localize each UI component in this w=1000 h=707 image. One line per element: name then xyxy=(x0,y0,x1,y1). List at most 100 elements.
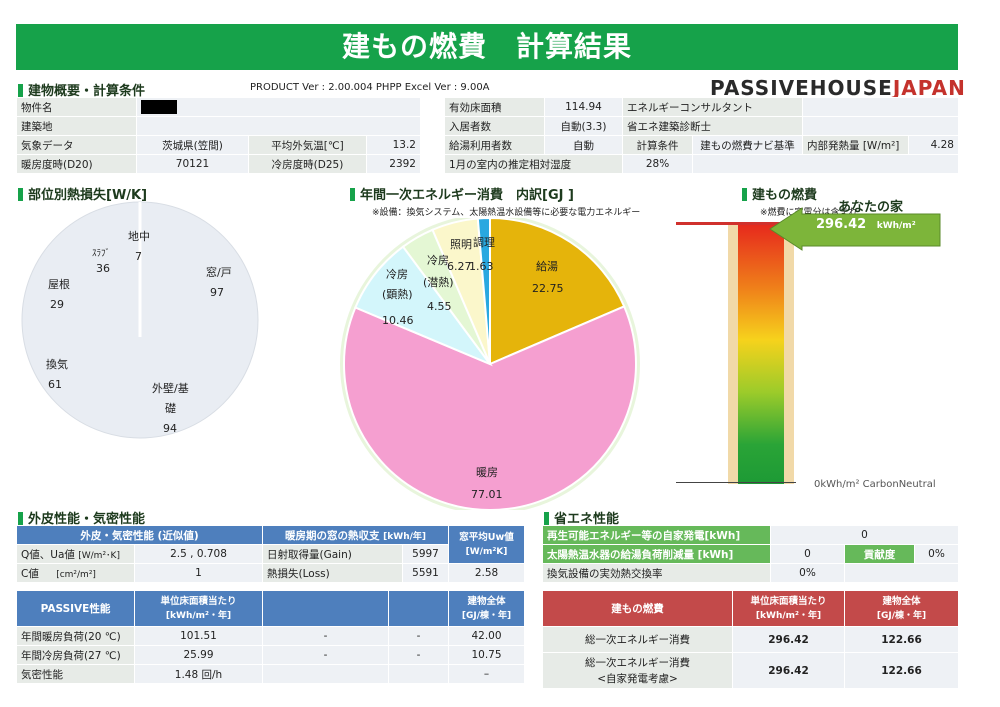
heat-loss-label-roof: 屋根 xyxy=(48,277,70,291)
fuel-gauge-bar xyxy=(738,222,784,484)
fuel-unit: kWh/m² xyxy=(876,221,916,231)
envelope-section-header: 外皮性能・気密性能 xyxy=(18,508,145,527)
passive-row-v1: 101.51 xyxy=(134,626,263,646)
building-info-right-table: 有効床面積 114.94 エネルギーコンサルタント 入居者数 自動(3.3) 省… xyxy=(444,97,959,174)
heat-loss-label-slab: ｽﾗﾌﾞ xyxy=(92,248,110,259)
humidity-filler xyxy=(692,154,959,174)
passive-row-label: 年間冷房負荷(27 ℃) xyxy=(16,645,135,665)
loss-value: 5591 xyxy=(402,563,450,583)
table-row: 総一次エネルギー消費 296.42 122.66 xyxy=(542,626,959,653)
heat-loss-label-wall-a: 外壁/基 xyxy=(152,381,189,395)
pv-value: 0 xyxy=(769,525,960,545)
gain-value: 5997 xyxy=(402,544,450,564)
passive-header: PASSIVE性能 xyxy=(16,590,135,627)
passive-row-v2: - xyxy=(262,626,389,646)
site-label: 建築地 xyxy=(16,116,137,136)
building-section-header: 建物概要・計算条件 xyxy=(18,80,145,99)
table-row: 気密性能 1.48 回/h – xyxy=(16,664,525,684)
passive-row-v3 xyxy=(388,664,449,684)
consultant-value xyxy=(802,97,959,117)
passive-col4-unit: [GJ/棟・年] xyxy=(461,610,512,621)
humidity-value: 28% xyxy=(622,154,693,174)
section-marker xyxy=(18,84,23,97)
passive-col4-header: 建物全体 [GJ/棟・年] xyxy=(448,590,525,627)
heat-loss-label-vent: 換気 xyxy=(46,357,68,371)
fuel-table-col2-unit: [GJ/棟・年] xyxy=(876,610,927,621)
fuel-bottom-label: 0kWh/m² CarbonNeutral xyxy=(814,479,936,490)
energy-label-cool-s-a: 冷房 xyxy=(386,268,408,281)
c-label-text: C値 xyxy=(21,567,39,580)
avg-temp-label: 平均外気温[℃] xyxy=(248,135,367,155)
energy-value-heat: 77.01 xyxy=(471,488,503,501)
passive-col1-unit: [kWh/m²・年] xyxy=(165,610,232,621)
fuel-row1-v1: 296.42 xyxy=(732,626,845,653)
heat-loss-value-wall: 94 xyxy=(163,422,177,435)
energy-header-text: 年間一次エネルギー消費 内訳[GJ ] xyxy=(360,188,574,203)
fuel-table-col2-header: 建物全体 [GJ/棟・年] xyxy=(844,590,959,627)
fuel-pointer-shape xyxy=(769,207,941,251)
fuel-row1-v2: 122.66 xyxy=(844,626,959,653)
hdd-value: 70121 xyxy=(136,154,249,174)
passive-col2-header xyxy=(262,590,389,627)
fuel-row2-label: 総一次エネルギー消費 <自家発電考慮> xyxy=(542,652,733,689)
passive-col3-header xyxy=(388,590,449,627)
brand-logo: PASSIVEHOUSEJAPAN xyxy=(710,76,966,100)
savings-table: 再生可能エネルギー等の自家発電[kWh] 0 太陽熱温水器の給湯負荷削減量 [k… xyxy=(542,525,960,583)
heat-loss-label-ground: 地中 xyxy=(128,230,150,243)
q-label: Q値、Ua値 [W/m²･K] xyxy=(16,544,135,564)
fuel-section-header: 建もの燃費 xyxy=(742,184,817,203)
table-row: 年間暖房負荷(20 ℃) 101.51 - - 42.00 xyxy=(16,626,525,646)
savings-header-text: 省エネ性能 xyxy=(554,512,620,527)
fuel-value-label: 296.42 kWh/m² xyxy=(816,217,916,232)
savings-section-header: 省エネ性能 xyxy=(544,508,619,527)
site-value xyxy=(136,116,421,136)
cdd-label: 冷房度時(D25) xyxy=(248,154,367,174)
calc-label: 計算条件 xyxy=(622,135,693,155)
passive-col1-header: 単位床面積当たり [kWh/m²・年] xyxy=(134,590,263,627)
envelope-col1-header: 外皮・気密性能 (近似値) xyxy=(15,525,264,545)
version-text: PRODUCT Ver : 2.00.004 PHPP Excel Ver : … xyxy=(250,82,490,93)
climate-value: 茨城県(笠間) xyxy=(136,135,249,155)
fuel-pointer-arrow xyxy=(769,207,941,251)
floor-area-value: 114.94 xyxy=(544,97,623,117)
fuel-row1-label: 総一次エネルギー消費 xyxy=(542,626,733,653)
page-title: 建もの燃費 計算結果 xyxy=(16,24,958,70)
internal-gain-value: 4.28 xyxy=(908,135,959,155)
contrib-label: 貢献度 xyxy=(844,544,915,564)
fuel-row2-v2: 122.66 xyxy=(844,652,959,689)
passive-row-v2 xyxy=(262,664,389,684)
loss-label: 熱損失(Loss) xyxy=(262,563,404,583)
building-info-table: 物件名 建築地 気象データ 茨城県(笠間) 平均外気温[℃] 13.2 暖房度時… xyxy=(16,97,421,174)
fuel-table-col2-title: 建物全体 xyxy=(882,595,921,607)
energy-label-cool-s-b: (顕熱) xyxy=(382,288,413,301)
section-marker xyxy=(544,512,549,525)
table-row: 総一次エネルギー消費 <自家発電考慮> 296.42 122.66 xyxy=(542,652,959,689)
energy-label-cool-l-a: 冷房 xyxy=(427,254,449,267)
envelope-col3-title: 窓平均Uw値 xyxy=(459,531,514,543)
passive-row-v4: 42.00 xyxy=(448,626,525,646)
fuel-row2-label-b: <自家発電考慮> xyxy=(597,672,678,685)
q-label-text: Q値、Ua値 xyxy=(21,548,75,561)
passive-row-v3: - xyxy=(388,626,449,646)
fuel-row2-label-a: 総一次エネルギー消費 xyxy=(585,656,690,669)
property-value xyxy=(136,97,421,117)
energy-slice xyxy=(476,218,491,365)
heat-loss-section-header: 部位別熱損失[W/K] xyxy=(18,184,147,203)
fuel-note: ※燃費に家電分は含まれ xyxy=(760,208,858,218)
energy-value-cook: 1.63 xyxy=(469,260,494,273)
fuel-table-col1-unit: [kWh/m²・年] xyxy=(755,610,822,621)
property-label: 物件名 xyxy=(16,97,137,117)
fuel-table-col1-header: 単位床面積当たり [kWh/m²・年] xyxy=(732,590,845,627)
avg-temp-value: 13.2 xyxy=(366,135,421,155)
section-marker xyxy=(742,188,747,201)
envelope-header-text: 外皮性能・気密性能 xyxy=(28,512,146,527)
redacted-block xyxy=(141,100,177,114)
brand-logo-a: PASSIVEHOUSE xyxy=(710,76,893,100)
section-marker xyxy=(18,512,23,525)
gain-label: 日射取得量(Gain) xyxy=(262,544,404,564)
consultant-label: エネルギーコンサルタント xyxy=(622,97,803,117)
fuel-header-text: 建もの燃費 xyxy=(752,188,818,203)
passive-row-v2: - xyxy=(262,645,389,665)
calc-value: 建もの燃費ナビ基準 xyxy=(692,135,803,155)
envelope-col3-unit: [W/m²K] xyxy=(465,546,508,557)
